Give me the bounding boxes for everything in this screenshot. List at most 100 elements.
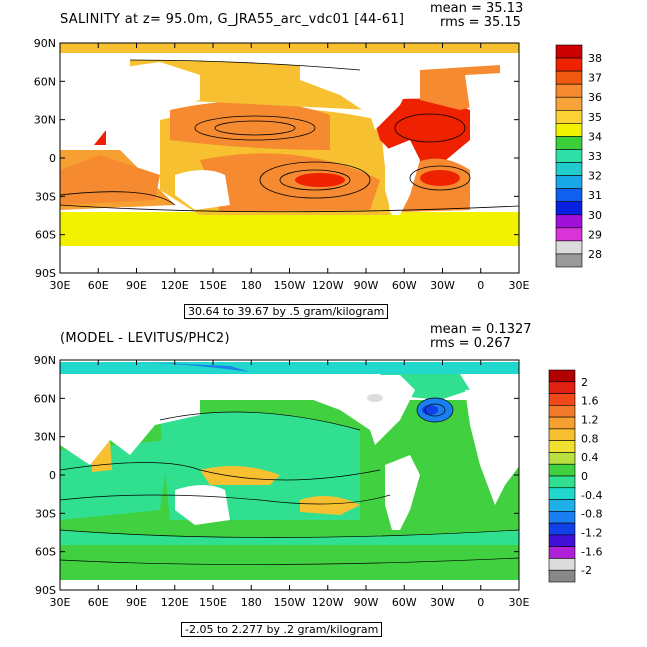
panel2-colorbar: 2 1.6 1.2 0.8 0.4 0 -0.4 -0.8 -1.2 -1.6 -2 — [549, 370, 602, 582]
colorbar-label: 37 — [588, 72, 602, 85]
x-tick-label: 180 — [241, 596, 262, 609]
colorbar-swatch — [556, 84, 582, 97]
colorbar-swatch — [556, 215, 582, 228]
colorbar-swatch — [556, 123, 582, 136]
x-tick-label: 120W — [312, 279, 344, 292]
colorbar-label: 33 — [588, 150, 602, 163]
colorbar-label: 2 — [581, 376, 588, 389]
panel2-rms: rms = 0.267 — [430, 336, 511, 351]
colorbar-swatch — [549, 382, 575, 394]
colorbar-label: -0.8 — [581, 508, 602, 521]
x-tick-label: 120E — [161, 596, 189, 609]
colorbar-label: 1.6 — [581, 395, 599, 408]
colorbar-label: 34 — [588, 130, 602, 143]
x-tick-label: 180 — [241, 279, 262, 292]
colorbar-label: 35 — [588, 111, 602, 124]
x-tick-label: 30E — [50, 279, 71, 292]
colorbar-label: 32 — [588, 170, 602, 183]
x-tick-label: 150E — [199, 596, 227, 609]
panel1-range-label: 30.64 to 39.67 by .5 gram/kilogram — [184, 304, 388, 319]
x-tick-label: 120W — [312, 596, 344, 609]
panel2-title: (MODEL - LEVITUS/PHC2) — [60, 331, 230, 346]
x-tick-label: 30E — [50, 596, 71, 609]
colorbar-swatch — [556, 189, 582, 202]
colorbar-label: -2 — [581, 564, 592, 577]
colorbar-swatch — [549, 452, 575, 464]
x-tick-label: 150E — [199, 279, 227, 292]
colorbar-swatch — [556, 110, 582, 123]
colorbar-swatch — [549, 405, 575, 417]
colorbar-label: 38 — [588, 52, 602, 65]
colorbar-swatch — [556, 149, 582, 162]
colorbar-swatch — [549, 547, 575, 559]
x-tick-label: 60E — [88, 596, 109, 609]
y-tick-label: 30S — [35, 190, 56, 203]
colorbar-swatch — [549, 570, 575, 582]
colorbar-swatch — [549, 394, 575, 406]
colorbar-label: 31 — [588, 189, 602, 202]
x-tick-label: 30E — [509, 279, 530, 292]
y-tick-label: 60S — [35, 229, 56, 242]
colorbar-label: 29 — [588, 228, 602, 241]
x-tick-label: 150W — [274, 279, 306, 292]
x-tick-label: 90E — [126, 279, 147, 292]
colorbar-label: -1.6 — [581, 545, 602, 558]
x-tick-label: 30W — [430, 596, 455, 609]
colorbar-swatch — [549, 558, 575, 570]
colorbar-swatch — [556, 228, 582, 241]
colorbar-swatch — [549, 464, 575, 476]
y-tick-label: 30S — [35, 507, 56, 520]
colorbar-swatch — [549, 500, 575, 512]
x-tick-label: 90W — [354, 596, 379, 609]
panel2-mean: mean = 0.1327 — [430, 322, 532, 337]
colorbar-swatch — [549, 441, 575, 453]
y-tick-label: 90N — [34, 354, 56, 367]
colorbar-swatch — [556, 202, 582, 215]
colorbar-swatch — [556, 254, 582, 267]
colorbar-label: 30 — [588, 209, 602, 222]
colorbar-swatch — [549, 535, 575, 547]
colorbar-swatch — [556, 163, 582, 176]
y-tick-label: 0 — [49, 152, 56, 165]
colorbar-label: 28 — [588, 248, 602, 261]
colorbar-swatch — [556, 136, 582, 149]
colorbar-label: -1.2 — [581, 527, 602, 540]
y-tick-label: 60N — [34, 392, 56, 405]
colorbar-swatch — [549, 370, 575, 382]
x-tick-label: 90E — [126, 596, 147, 609]
y-tick-label: 0 — [49, 469, 56, 482]
x-tick-label: 60E — [88, 279, 109, 292]
x-tick-label: 90W — [354, 279, 379, 292]
colorbar-label: 1.2 — [581, 413, 599, 426]
panel2-range-label: -2.05 to 2.277 by .2 gram/kilogram — [181, 622, 382, 637]
colorbar-swatch — [556, 71, 582, 84]
colorbar-swatch — [556, 45, 582, 58]
colorbar-swatch — [556, 97, 582, 110]
x-tick-label: 60W — [392, 279, 417, 292]
panel1-salinity-map — [60, 43, 520, 273]
colorbar-swatch — [549, 488, 575, 500]
y-tick-label: 30N — [34, 431, 56, 444]
colorbar-swatch — [549, 429, 575, 441]
colorbar-swatch — [549, 417, 575, 429]
colorbar-swatch — [556, 176, 582, 189]
panel1-colorbar: 38 37 36 35 34 33 32 31 30 29 28 — [556, 45, 602, 267]
x-tick-label: 150W — [274, 596, 306, 609]
y-tick-label: 60N — [34, 75, 56, 88]
colorbar-swatch — [549, 523, 575, 535]
colorbar-swatch — [556, 241, 582, 254]
y-tick-label: 90N — [34, 37, 56, 50]
colorbar-label: -0.4 — [581, 489, 602, 502]
colorbar-label: 0.8 — [581, 432, 599, 445]
x-tick-label: 120E — [161, 279, 189, 292]
colorbar-label: 0 — [581, 470, 588, 483]
y-tick-label: 30N — [34, 114, 56, 127]
x-tick-label: 0 — [477, 596, 484, 609]
colorbar-swatch — [549, 511, 575, 523]
y-tick-label: 60S — [35, 546, 56, 559]
colorbar-label: 36 — [588, 91, 602, 104]
colorbar-label: 0.4 — [581, 451, 599, 464]
x-tick-label: 0 — [477, 279, 484, 292]
panel2-difference-map — [60, 360, 520, 590]
